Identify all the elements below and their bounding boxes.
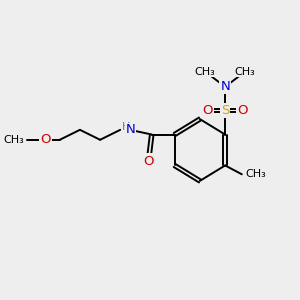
Text: O: O — [202, 104, 213, 117]
Text: H: H — [122, 122, 130, 132]
Text: N: N — [126, 123, 135, 136]
Text: O: O — [40, 133, 50, 146]
Text: CH₃: CH₃ — [4, 135, 24, 145]
Text: CH₃: CH₃ — [195, 67, 215, 76]
Text: CH₃: CH₃ — [235, 67, 256, 76]
Text: N: N — [220, 80, 230, 93]
Text: O: O — [144, 154, 154, 167]
Text: O: O — [237, 104, 247, 117]
Text: CH₃: CH₃ — [245, 169, 266, 179]
Text: S: S — [221, 104, 229, 117]
